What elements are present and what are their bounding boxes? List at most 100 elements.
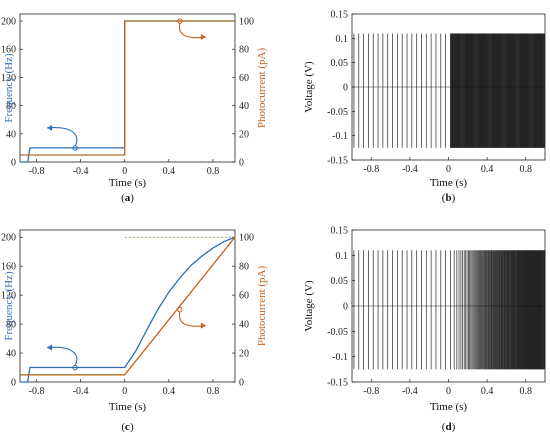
y2-axis-label: Photocurrent (pA) — [256, 47, 268, 128]
y2-tick-label: 40 — [239, 320, 249, 331]
y-tick-label: -0.05 — [327, 327, 348, 338]
photocurrent-marker — [177, 306, 183, 313]
photocurrent-series-line — [20, 236, 236, 376]
y-axis-label: Frequency (Hz) — [3, 271, 15, 341]
y-tick-label: -0.1 — [332, 131, 348, 142]
y-tick-label: 0.05 — [331, 276, 349, 287]
y2-tick-label: 40 — [239, 101, 249, 112]
x-tick-label: 0.4 — [163, 386, 176, 397]
y-tick-label: 120 — [1, 73, 16, 84]
x-tick-label: 0.4 — [163, 166, 176, 177]
x-tick-label: 0.8 — [519, 386, 532, 397]
caption-letter: c — [125, 421, 130, 433]
y-tick-label: 0 — [343, 302, 348, 313]
caption-open: ( — [121, 192, 125, 204]
frequency-pointer-arrow — [47, 346, 78, 366]
y2-tick-label: 80 — [239, 262, 249, 273]
x-tick-label: 0 — [446, 386, 451, 397]
y-tick-label: 40 — [6, 129, 16, 140]
y-tick-label: -0.05 — [327, 107, 348, 118]
y-tick-label: 160 — [1, 45, 16, 56]
x-tick-label: -0.8 — [29, 166, 45, 177]
y-tick-label: 0.1 — [336, 251, 349, 262]
plot-frame — [19, 229, 236, 383]
caption-letter: d — [445, 421, 451, 433]
x-tick-label: -0.8 — [363, 386, 379, 397]
photocurrent-series-line — [20, 20, 235, 156]
y2-tick-label: 100 — [239, 17, 254, 28]
x-tick-label: 0.8 — [207, 386, 220, 397]
caption-open: ( — [442, 421, 446, 433]
x-tick-label: -0.8 — [363, 164, 379, 175]
y-tick-label: 0.15 — [331, 10, 349, 21]
y2-tick-label: 20 — [239, 349, 249, 360]
panel-a: -0.8 -0.4 0 0.4 0.8 0 40 80 120 160 200 0 20 40 60 80 10… — [1, 13, 268, 204]
x-axis-label: Time (s) — [430, 401, 468, 413]
y-tick-label: 200 — [1, 233, 16, 244]
x-tick-label: -0.4 — [73, 386, 89, 397]
x-tick-label: 0 — [122, 386, 127, 397]
x-axis-label: Time (s) — [109, 177, 147, 189]
x-tick-label: 0.8 — [207, 166, 220, 177]
x-tick-label: 0.4 — [481, 164, 494, 175]
x-axis-label: Time (s) — [430, 177, 468, 189]
x-tick-label: 0.4 — [481, 386, 494, 397]
caption-close: ) — [130, 192, 134, 204]
caption-letter: b — [445, 192, 451, 204]
x-tick-label: 0.8 — [519, 164, 532, 175]
panel-c: -0.8 -0.4 0 0.4 0.8 0 40 80 120 160 200 0 20 40 60 80 10… — [1, 229, 268, 433]
y-tick-label: 120 — [1, 291, 16, 302]
panel-caption: (d) — [442, 421, 456, 433]
y-tick-label: -0.15 — [327, 156, 348, 167]
frequency-pointer-arrow — [47, 127, 78, 147]
y-tick-label: 0.05 — [331, 58, 349, 69]
caption-close: ) — [130, 421, 134, 433]
x-tick-label: -0.4 — [73, 166, 89, 177]
panel-caption: (a) — [121, 192, 134, 204]
caption-close: ) — [452, 192, 456, 204]
y-tick-label: 0 — [11, 378, 16, 389]
caption-open: ( — [442, 192, 446, 204]
frequency-series-line — [20, 20, 235, 163]
y-tick-label: 0 — [11, 158, 16, 169]
y-tick-label: 0.15 — [331, 226, 349, 237]
y-tick-label: 80 — [6, 320, 16, 331]
y-tick-label: 80 — [6, 101, 16, 112]
y-tick-label: -0.1 — [332, 352, 348, 363]
plot-frame — [19, 13, 236, 163]
x-tick-label: -0.4 — [402, 164, 418, 175]
arrowhead-icon — [200, 34, 206, 41]
y-axis-label: Voltage (V) — [303, 61, 315, 113]
y-axis-label: Voltage (V) — [303, 280, 315, 332]
x-axis-label: Time (s) — [109, 401, 147, 413]
x-tick-label: -0.4 — [402, 386, 418, 397]
x-tick-label: 0 — [446, 164, 451, 175]
y-tick-label: 0 — [343, 83, 348, 94]
y-tick-label: 200 — [1, 17, 16, 28]
arrowhead-icon — [200, 322, 206, 329]
y2-tick-label: 100 — [239, 233, 254, 244]
caption-letter: a — [125, 192, 131, 204]
y2-tick-label: 60 — [239, 291, 249, 302]
y2-tick-label: 0 — [239, 378, 244, 389]
x-tick-label: 0 — [122, 166, 127, 177]
y-tick-label: -0.15 — [327, 378, 348, 389]
x-tick-label: -0.8 — [29, 386, 45, 397]
y2-tick-label: 0 — [239, 158, 244, 169]
y2-tick-label: 20 — [239, 129, 249, 140]
panel-caption: (b) — [442, 192, 456, 204]
panel-d: -0.8 -0.4 0 0.4 0.8 -0.15 -0.1 -0.05 0 0.05 0.1 0.1… — [303, 226, 546, 433]
caption-close: ) — [452, 421, 456, 433]
arrowhead-icon — [47, 344, 53, 351]
arrowhead-icon — [47, 124, 53, 131]
caption-open: ( — [121, 421, 125, 433]
y-tick-label: 40 — [6, 349, 16, 360]
panel-caption: (c) — [121, 421, 134, 433]
y-axis-label: Frequency (Hz) — [3, 53, 15, 123]
y2-tick-label: 80 — [239, 45, 249, 56]
panel-b: -0.8 -0.4 0 0.4 0.8 -0.15 -0.1 -0.05 0 0.05 0.1 0.1… — [303, 10, 546, 204]
frequency-series-line — [20, 236, 236, 383]
y2-axis-label: Photocurrent (pA) — [256, 265, 268, 346]
y2-tick-label: 60 — [239, 73, 249, 84]
